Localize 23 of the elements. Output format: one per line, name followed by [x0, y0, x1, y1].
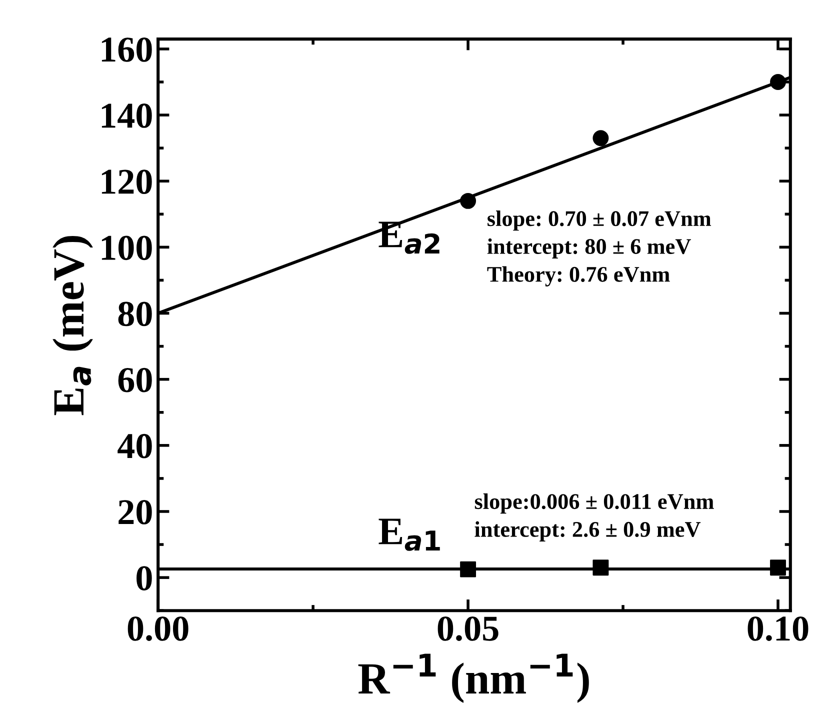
annotation: slope: 0.70 ± 0.07 eVnm intercept: 80 ± 6 meV Theory: 0.76 eVnm [487, 210, 712, 286]
y-tick-label: 160 [102, 37, 152, 62]
y-tick-label: 0 [136, 566, 152, 590]
y-axis-title: E$_{a}$ (meV) [52, 236, 93, 416]
point [592, 130, 609, 146]
x-tick-label: 0.00 [128, 616, 188, 642]
x-tick-label: 0.10 [748, 616, 808, 642]
y-tick-label: 80 [118, 302, 152, 326]
y-tick-label: 100 [102, 236, 152, 260]
y-tick-label: 60 [118, 368, 152, 392]
point [460, 192, 476, 209]
annotation: slope:0.006 ± 0.011 eVnm intercept: 2.6 ± 0.9 meV [474, 493, 714, 542]
y-tick-label: 120 [102, 170, 152, 194]
point [460, 561, 476, 578]
y-tick-label: 140 [102, 104, 152, 128]
y-tick-label: 20 [118, 500, 152, 524]
point [592, 560, 609, 576]
series-label: E$_{a1}$ [378, 518, 440, 551]
y-tick-label: 40 [118, 434, 152, 458]
x-tick-label: 0.05 [438, 616, 498, 642]
point [770, 560, 786, 576]
x-axis-title: R$^{−1}$ (nm$^{−1}$) [358, 654, 589, 703]
point [770, 74, 786, 90]
